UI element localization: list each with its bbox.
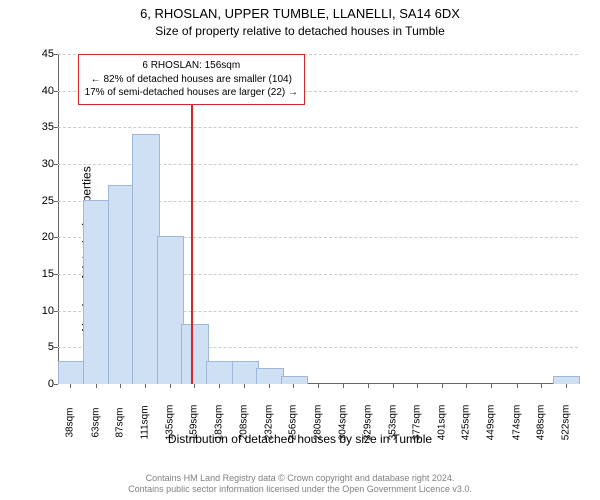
y-tick-mark (54, 274, 58, 275)
x-tick-mark (541, 384, 542, 388)
y-axis-line (58, 54, 59, 384)
histogram-bar (206, 361, 234, 384)
license-line-1: Contains HM Land Registry data © Crown c… (0, 473, 600, 485)
x-tick-mark (194, 384, 195, 388)
y-tick-label: 10 (28, 305, 54, 317)
x-tick-mark (466, 384, 467, 388)
y-tick-label: 5 (28, 341, 54, 353)
x-tick-mark (417, 384, 418, 388)
chart-title-sub: Size of property relative to detached ho… (0, 24, 600, 38)
x-tick-mark (442, 384, 443, 388)
y-tick-label: 30 (28, 158, 54, 170)
y-tick-mark (54, 201, 58, 202)
histogram-bar (108, 185, 136, 384)
plot-inner: 05101520253035404538sqm63sqm87sqm111sqm1… (58, 54, 578, 384)
x-tick-mark (318, 384, 319, 388)
x-axis-label: Distribution of detached houses by size … (0, 432, 600, 446)
annotation-line-2: 17% of semi-detached houses are larger (… (85, 86, 298, 100)
y-tick-mark (54, 54, 58, 55)
x-tick-mark (96, 384, 97, 388)
histogram-bar (181, 324, 209, 384)
histogram-bar (256, 368, 284, 384)
x-tick-mark (293, 384, 294, 388)
y-tick-label: 35 (28, 121, 54, 133)
y-tick-label: 25 (28, 195, 54, 207)
histogram-bar (157, 236, 185, 384)
annotation-line-1: ← 82% of detached houses are smaller (10… (85, 73, 298, 87)
y-tick-mark (54, 164, 58, 165)
y-tick-mark (54, 237, 58, 238)
histogram-bar (281, 376, 309, 384)
y-tick-label: 0 (28, 378, 54, 390)
x-tick-mark (566, 384, 567, 388)
x-tick-mark (343, 384, 344, 388)
histogram-bar (58, 361, 86, 384)
histogram-bar (232, 361, 260, 384)
y-tick-mark (54, 91, 58, 92)
x-tick-mark (244, 384, 245, 388)
annotation-box: 6 RHOSLAN: 156sqm← 82% of detached house… (78, 54, 305, 105)
license-text: Contains HM Land Registry data © Crown c… (0, 473, 600, 496)
y-tick-label: 20 (28, 231, 54, 243)
histogram-bar (83, 200, 111, 384)
x-tick-mark (145, 384, 146, 388)
x-tick-mark (491, 384, 492, 388)
x-tick-mark (219, 384, 220, 388)
x-tick-mark (70, 384, 71, 388)
annotation-title: 6 RHOSLAN: 156sqm (85, 59, 298, 73)
y-tick-mark (54, 384, 58, 385)
plot-area: 05101520253035404538sqm63sqm87sqm111sqm1… (58, 54, 578, 384)
x-tick-mark (170, 384, 171, 388)
histogram-bar (132, 134, 160, 384)
y-tick-label: 45 (28, 48, 54, 60)
histogram-bar (553, 376, 581, 384)
chart-container: 6, RHOSLAN, UPPER TUMBLE, LLANELLI, SA14… (0, 0, 600, 500)
grid-line (58, 127, 578, 128)
chart-title-main: 6, RHOSLAN, UPPER TUMBLE, LLANELLI, SA14… (0, 6, 600, 21)
y-tick-mark (54, 311, 58, 312)
y-tick-mark (54, 347, 58, 348)
x-tick-mark (120, 384, 121, 388)
y-tick-label: 15 (28, 268, 54, 280)
x-tick-mark (269, 384, 270, 388)
x-tick-mark (393, 384, 394, 388)
y-tick-label: 40 (28, 85, 54, 97)
x-tick-mark (368, 384, 369, 388)
y-tick-mark (54, 127, 58, 128)
x-tick-mark (517, 384, 518, 388)
chart-wrap: Number of detached properties 0510152025… (0, 44, 600, 454)
license-line-2: Contains public sector information licen… (0, 484, 600, 496)
